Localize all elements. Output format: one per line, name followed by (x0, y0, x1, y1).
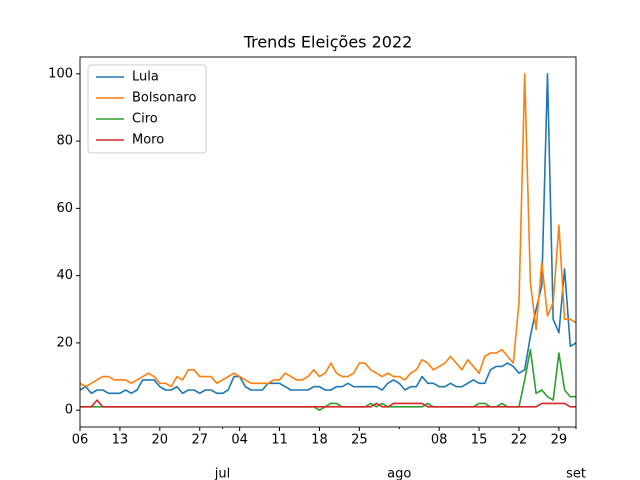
y-tick-label: 40 (56, 268, 73, 283)
x-tick-label: 29 (551, 433, 568, 448)
legend-label: Bolsonaro (132, 91, 196, 106)
series-line (79, 73, 577, 388)
plot-frame (79, 56, 577, 428)
series-line (79, 73, 577, 395)
x-tick-label: 18 (311, 433, 328, 448)
x-tick-label: 08 (431, 433, 448, 448)
y-tick-label: 60 (56, 201, 73, 216)
y-tick-label: 100 (48, 66, 73, 81)
x-tick-label: 04 (231, 433, 248, 448)
month-label: set (566, 467, 586, 480)
series-line (80, 399, 576, 408)
chart-title: Trends Eleições 2022 (243, 33, 413, 52)
x-tick-label: 27 (191, 433, 208, 448)
month-label: ago (387, 467, 411, 480)
y-tick-label: 80 (56, 134, 73, 149)
x-tick-label: 11 (271, 433, 288, 448)
x-tick-label: 13 (112, 433, 129, 448)
x-tick-label: 25 (351, 433, 368, 448)
y-tick-label: 0 (65, 403, 73, 418)
x-tick-label: 15 (471, 433, 488, 448)
legend-label: Ciro (132, 112, 158, 127)
x-tick-label: 20 (152, 433, 169, 448)
month-label: jul (214, 467, 230, 480)
x-tick-label: 06 (72, 433, 89, 448)
legend-label: Lula (132, 70, 159, 85)
legend-box (87, 64, 207, 154)
y-tick-label: 20 (56, 335, 73, 350)
x-tick-label: 22 (511, 433, 528, 448)
legend-label: Moro (132, 133, 164, 148)
